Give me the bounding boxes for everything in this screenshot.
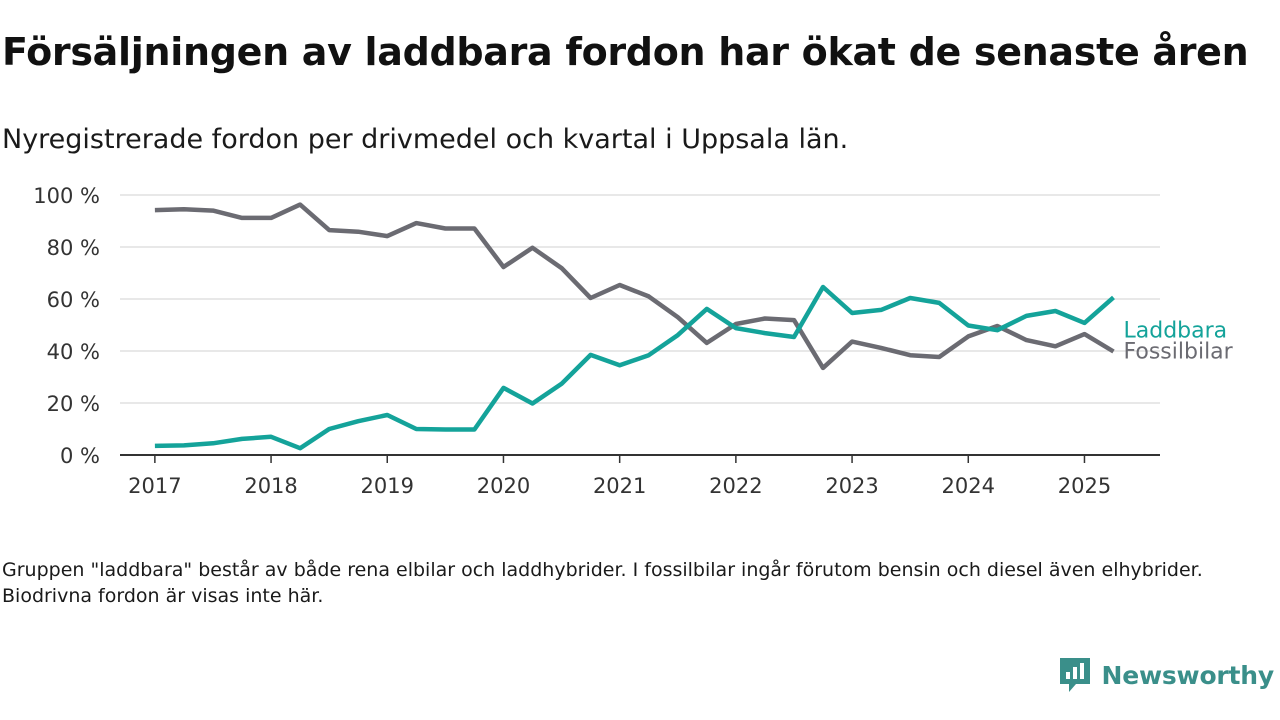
- line-chart: 0 % 20 % 40 % 60 % 80 % 100 % 2017 2018 2019 202…: [33, 184, 1234, 498]
- y-tick-label: 60 %: [47, 288, 100, 312]
- chart-subtitle: Nyregistrerade fordon per drivmedel och …: [2, 124, 849, 155]
- series-line-fossilbilar: [154, 202, 1115, 371]
- series-line-laddbara: [154, 284, 1115, 451]
- series-lines: [154, 202, 1115, 451]
- x-tick-label: 2022: [709, 474, 762, 498]
- y-tick-label: 0 %: [60, 444, 100, 468]
- y-tick-label: 100 %: [33, 184, 100, 208]
- x-tick-label: 2024: [942, 474, 995, 498]
- series-label-fossilbilar: Fossilbilar: [1124, 340, 1234, 365]
- x-tick-label: 2023: [825, 474, 878, 498]
- x-tick-label: 2021: [593, 474, 646, 498]
- x-tick-label: 2019: [361, 474, 414, 498]
- x-axis: [120, 454, 1160, 463]
- footnote: Gruppen "laddbara" består av både rena e…: [2, 559, 1203, 607]
- x-axis-tick-labels: 2017 2018 2019 2020 2021 2022 2023 2024 2025: [128, 474, 1111, 498]
- x-tick-label: 2017: [128, 474, 181, 498]
- series-label-laddbara: Laddbara: [1124, 318, 1228, 343]
- y-tick-label: 80 %: [47, 236, 100, 260]
- y-axis-tick-labels: 0 % 20 % 40 % 60 % 80 % 100 %: [33, 184, 100, 468]
- y-tick-label: 40 %: [47, 340, 100, 364]
- x-tick-label: 2020: [477, 474, 530, 498]
- brand-name: Newsworthy: [1101, 660, 1275, 690]
- newsworthy-logo-icon: [1059, 658, 1090, 692]
- x-tick-label: 2018: [244, 474, 297, 498]
- chart-title: Försäljningen av laddbara fordon har öka…: [2, 30, 1249, 74]
- brand-logo[interactable]: Newsworthy: [1058, 656, 1275, 694]
- x-tick-label: 2025: [1058, 474, 1111, 498]
- gridlines: [120, 194, 1160, 404]
- y-tick-label: 20 %: [47, 392, 100, 416]
